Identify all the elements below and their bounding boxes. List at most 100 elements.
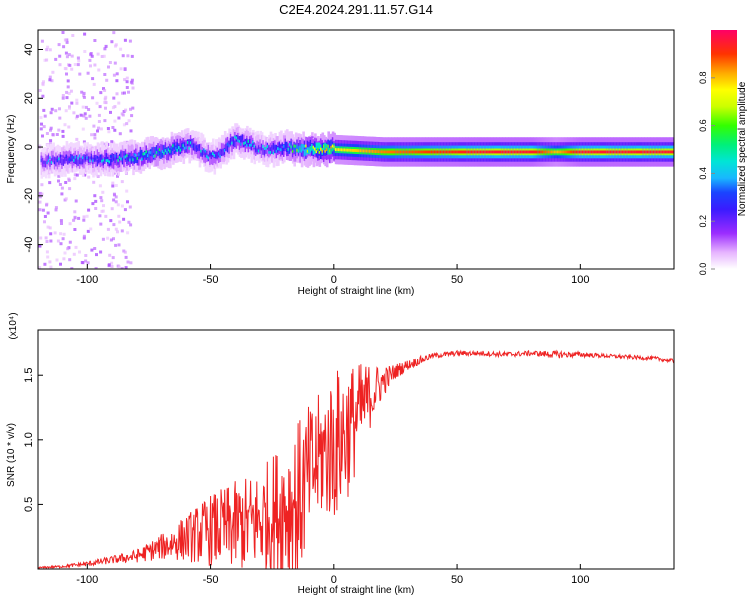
spectrogram-noise-cell xyxy=(86,229,90,233)
spectrogram-ridge-cell xyxy=(348,148,351,152)
spectrogram-ridge-cell xyxy=(110,155,113,158)
spectrogram-noise-cell xyxy=(107,130,111,134)
spectrogram-noise-cell xyxy=(129,129,133,133)
spectrogram-ridge-cell xyxy=(320,146,323,159)
y-tick-label: 1.5 xyxy=(23,368,35,383)
spectrogram-noise-cell xyxy=(112,198,116,202)
spectrogram-noise-cell xyxy=(99,91,103,95)
spectrogram-noise-cell xyxy=(79,113,83,117)
spectrogram-ridge-cell xyxy=(130,156,134,164)
spectrogram-noise-cell xyxy=(61,134,65,138)
spectrogram-ridge-cell xyxy=(188,140,191,153)
spectrogram-noise-cell xyxy=(72,218,76,222)
spectrogram-ridge-cell xyxy=(173,142,177,150)
spectrogram-ridge-cell xyxy=(149,150,153,164)
x-tick-label: -50 xyxy=(203,274,219,286)
spectrogram-noise-cell xyxy=(76,63,80,67)
spectrogram-noise-cell xyxy=(82,218,86,222)
spectrogram-ridge-cell xyxy=(283,144,286,148)
spectrogram-noise-cell xyxy=(93,39,97,42)
spectrogram-noise-cell xyxy=(119,47,123,51)
spectrogram-noise-cell xyxy=(126,200,129,204)
spectrogram-ridge-cell xyxy=(595,150,598,154)
spectrogram-noise-cell xyxy=(109,110,112,114)
spectrogram-ridge-cell xyxy=(325,148,329,151)
spectrogram-ridge-cell xyxy=(67,155,70,159)
spectrogram-ridge-cell xyxy=(123,154,126,167)
spectrogram-ridge-cell xyxy=(416,150,419,154)
spectrogram-ridge-cell xyxy=(167,147,171,161)
spectrogram-noise-cell xyxy=(48,260,52,264)
spectrogram-noise-cell xyxy=(102,204,105,208)
spectrogram-noise-cell xyxy=(41,94,45,98)
spectrogram-ridge-cell xyxy=(462,150,465,154)
snr-frame xyxy=(37,329,675,570)
spectrogram-ridge-cell xyxy=(663,150,666,154)
spectrogram-ridge-cell xyxy=(425,150,428,154)
spectrogram-ridge-cell xyxy=(250,135,254,148)
spectrogram-noise-cell xyxy=(127,220,131,224)
spectrogram-ridge-cell xyxy=(262,144,265,148)
spectrogram-noise-cell xyxy=(112,96,116,100)
y-tick-label: 1.0 xyxy=(23,432,35,447)
x-tick-label: 50 xyxy=(451,274,463,286)
spectrogram-noise-cell xyxy=(122,123,126,127)
spectrogram-ridge-cell xyxy=(96,155,100,159)
spectrogram-noise-cell xyxy=(65,40,69,44)
spectrogram-ridge-cell xyxy=(155,146,159,154)
spectrogram-ridge-cell xyxy=(475,150,478,154)
spectrogram-noise-cell xyxy=(91,202,95,206)
spectrogram-noise-cell xyxy=(38,266,42,269)
spectrogram-ridge-cell xyxy=(612,150,616,154)
spectrogram-noise-cell xyxy=(62,257,66,261)
spectrogram-noise-cell xyxy=(56,239,60,243)
spectrogram-ridge-cell xyxy=(155,151,159,154)
spectrogram-ridge-cell xyxy=(571,150,575,154)
spectrogram-ridge-cell xyxy=(325,143,329,151)
spectrogram-ridge-cell xyxy=(126,157,129,164)
spectrogram-ridge-cell xyxy=(550,150,554,154)
spectrogram-ridge-cell xyxy=(395,150,398,154)
spectrogram-ridge-cell xyxy=(299,143,302,163)
spectrogram-ridge-cell xyxy=(302,144,305,148)
spectrogram-ridge-cell xyxy=(139,150,143,158)
spectrogram-ridge-cell xyxy=(401,150,404,154)
spectrogram-ridge-cell xyxy=(240,135,243,143)
spectrogram-noise-cell xyxy=(44,236,48,240)
spectrogram-ridge-cell xyxy=(101,159,104,163)
x-tick-label: 0 xyxy=(331,274,337,286)
spectrogram-noise-cell xyxy=(41,134,44,138)
spectrogram-ridge-cell xyxy=(389,150,393,154)
spectrogram-ridge-cell xyxy=(297,149,301,153)
spectrogram-ridge-cell xyxy=(204,150,208,158)
spectrogram-noise-cell xyxy=(49,265,53,269)
spectrogram-noise-cell xyxy=(82,114,86,118)
spectrogram-noise-cell xyxy=(102,54,106,58)
spectrogram-ridge-cell xyxy=(200,149,203,157)
spectrogram-noise-cell xyxy=(87,208,91,212)
spectrogram-noise-cell xyxy=(82,91,86,95)
spectrogram-ridge-cell xyxy=(206,155,209,158)
spectrogram-ridge-cell xyxy=(555,150,558,154)
spectrogram-ridge-cell xyxy=(139,150,143,170)
spectrogram-noise-cell xyxy=(88,114,92,118)
spectrogram-ridge-cell xyxy=(331,144,335,152)
spectrogram-noise-cell xyxy=(121,91,125,95)
spectrogram-noise-cell xyxy=(67,53,71,57)
spectrogram-noise-cell xyxy=(104,44,108,48)
spectrogram-noise-cell xyxy=(73,210,77,214)
spectrogram-ridge-cell xyxy=(70,158,73,162)
spectrogram-ridge-cell xyxy=(318,143,322,156)
spectrogram-ridge-cell xyxy=(512,150,515,154)
spectrogram-ridge-cell xyxy=(374,150,378,153)
spectrogram-ridge-cell xyxy=(565,150,569,154)
spectrogram-ridge-cell xyxy=(453,150,456,154)
spectrogram-ridge-cell xyxy=(599,150,603,154)
spectrogram-ridge-cell xyxy=(299,147,302,151)
spectrogram-noise-cell xyxy=(90,54,94,58)
spectrogram-ridge-cell xyxy=(451,150,455,154)
spectrogram-ridge-cell xyxy=(528,150,532,154)
spectrogram-ridge-cell xyxy=(314,147,317,154)
spectrogram-ridge-cell xyxy=(294,144,298,148)
spectrogram-ridge-cell xyxy=(515,150,518,154)
